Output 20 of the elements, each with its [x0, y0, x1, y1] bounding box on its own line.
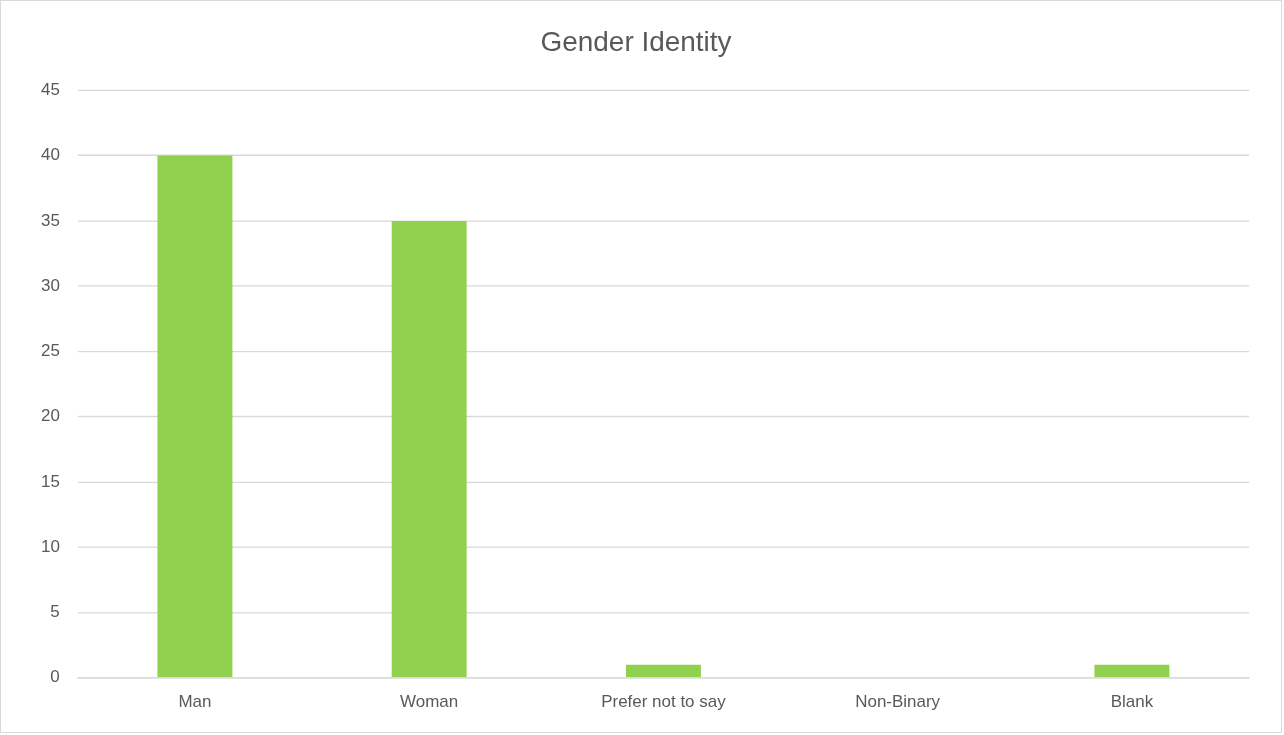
y-tick-label: 0: [50, 667, 60, 687]
x-tick-label: Woman: [400, 691, 459, 711]
bar: [391, 220, 467, 678]
x-tick-label: Prefer not to say: [601, 691, 727, 711]
y-tick-label: 25: [40, 341, 60, 361]
y-tick-label: 10: [40, 536, 60, 556]
bar: [1094, 664, 1170, 678]
y-tick-label: 45: [40, 80, 60, 100]
chart-title: Gender Identity: [540, 26, 732, 58]
y-tick-label: 40: [40, 145, 60, 165]
bar: [625, 664, 701, 678]
x-tick-label: Blank: [1110, 691, 1154, 711]
y-tick-label: 35: [40, 210, 60, 230]
y-tick-label: 30: [40, 275, 60, 295]
y-tick-label: 5: [50, 602, 60, 622]
y-tick-label: 20: [40, 406, 60, 426]
x-tick-label: Non-Binary: [855, 691, 941, 711]
bar: [157, 155, 233, 678]
y-tick-label: 15: [40, 471, 60, 491]
x-tick-label: Man: [178, 691, 212, 711]
